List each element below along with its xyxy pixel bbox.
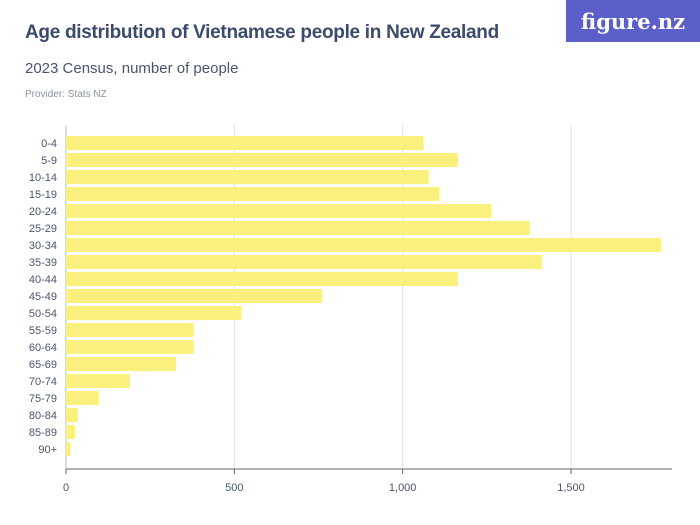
y-tick-label: 80-84 [29, 410, 57, 422]
y-tick-label: 5-9 [41, 155, 57, 167]
y-tick-label: 90+ [38, 444, 57, 456]
y-tick-label: 35-39 [29, 257, 57, 269]
bar-55-59 [66, 323, 194, 337]
y-tick-label: 15-19 [29, 189, 57, 201]
bar-10-14 [66, 170, 429, 184]
y-tick-label: 20-24 [29, 206, 57, 218]
bar-65-69 [66, 357, 177, 371]
bar-60-64 [66, 340, 194, 354]
bar-5-9 [66, 153, 458, 167]
bar-35-39 [66, 255, 542, 269]
y-tick-label: 45-49 [29, 291, 57, 303]
bar-40-44 [66, 272, 458, 286]
y-tick-label: 10-14 [29, 172, 57, 184]
y-tick-label: 70-74 [29, 376, 57, 388]
y-tick-label: 50-54 [29, 308, 57, 320]
provider-label: Provider: Stats NZ [25, 89, 107, 100]
bar-85-89 [66, 425, 75, 439]
y-tick-label: 0-4 [41, 138, 57, 150]
figure-nz-logo[interactable]: figure.nz [566, 0, 700, 42]
x-tick-label: 1,500 [557, 482, 585, 494]
y-tick-label: 85-89 [29, 427, 57, 439]
bar-75-79 [66, 391, 99, 405]
y-tick-label: 40-44 [29, 274, 57, 286]
chart-subtitle: 2023 Census, number of people [25, 60, 239, 77]
chart-title: Age distribution of Vietnamese people in… [25, 22, 499, 43]
bar-20-24 [66, 204, 492, 218]
bar-90+ [66, 442, 71, 456]
y-tick-label: 30-34 [29, 240, 57, 252]
y-tick-label: 55-59 [29, 325, 57, 337]
bar-25-29 [66, 221, 530, 235]
bar-45-49 [66, 289, 323, 303]
bar-70-74 [66, 374, 130, 388]
bar-15-19 [66, 187, 440, 201]
x-tick-label: 500 [225, 482, 243, 494]
bar-80-84 [66, 408, 78, 422]
bar-0-4 [66, 136, 424, 150]
y-tick-label: 60-64 [29, 342, 57, 354]
bar-50-54 [66, 306, 242, 320]
x-tick-label: 1,000 [389, 482, 417, 494]
y-tick-label: 25-29 [29, 223, 57, 235]
y-tick-label: 75-79 [29, 393, 57, 405]
x-tick-label: 0 [63, 482, 69, 494]
y-tick-label: 65-69 [29, 359, 57, 371]
bar-30-34 [66, 238, 661, 252]
